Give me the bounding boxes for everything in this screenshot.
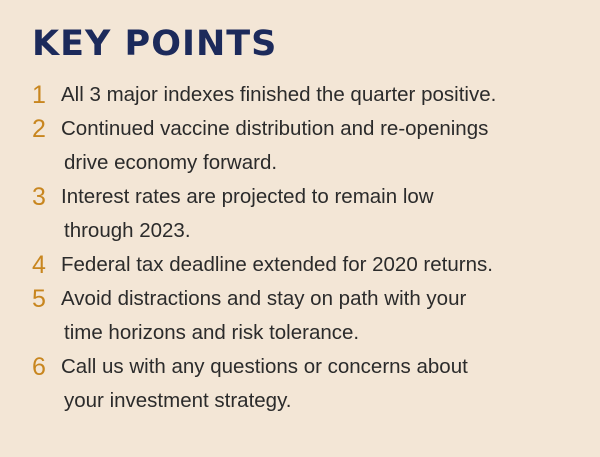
item-text: All 3 major indexes finished the quarter… <box>61 83 497 106</box>
item-text-continued: time horizons and risk tolerance. <box>64 321 360 344</box>
item-text: Interest rates are projected to remain l… <box>61 185 434 208</box>
item-text-continued: drive economy forward. <box>64 151 278 174</box>
item-text: Federal tax deadline extended for 2020 r… <box>61 253 493 276</box>
item-text: Avoid distractions and stay on path with… <box>61 287 467 310</box>
list-item: 6 Call us with any questions or concerns… <box>32 350 586 418</box>
list-item: 2 Continued vaccine distribution and re-… <box>32 112 586 180</box>
item-number: 6 <box>32 353 46 381</box>
item-text: Continued vaccine distribution and re-op… <box>61 117 489 140</box>
list-item: 4 Federal tax deadline extended for 2020… <box>32 248 586 282</box>
item-text-continued: through 2023. <box>64 219 191 242</box>
item-text-continued: your investment strategy. <box>64 389 292 412</box>
list-item: 5 Avoid distractions and stay on path wi… <box>32 282 586 350</box>
list-item: 3 Interest rates are projected to remain… <box>32 180 586 248</box>
item-number: 3 <box>32 183 46 211</box>
item-number: 2 <box>32 115 46 143</box>
item-text: Call us with any questions or concerns a… <box>61 355 468 378</box>
list-item: 1 All 3 major indexes finished the quart… <box>32 78 586 112</box>
item-number: 1 <box>32 81 46 109</box>
panel-title: KEY POINTS <box>32 24 278 64</box>
item-number: 4 <box>32 251 46 279</box>
item-number: 5 <box>32 285 46 313</box>
key-points-list: 1 All 3 major indexes finished the quart… <box>32 78 586 418</box>
